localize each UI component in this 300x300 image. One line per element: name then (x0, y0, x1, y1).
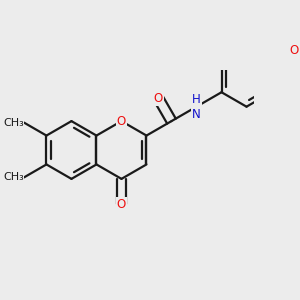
Text: O: O (117, 115, 126, 128)
Text: O: O (290, 44, 299, 57)
Text: CH₃: CH₃ (3, 172, 24, 182)
Text: O: O (117, 198, 126, 211)
Text: H
N: H N (192, 93, 201, 121)
Text: CH₃: CH₃ (3, 118, 24, 128)
Text: O: O (154, 92, 163, 105)
